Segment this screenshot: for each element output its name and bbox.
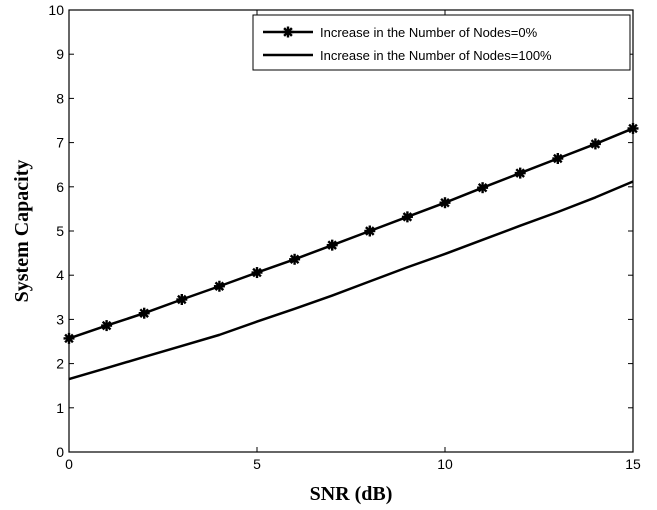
y-tick-label: 8 [56, 90, 64, 106]
data-point-star [364, 225, 376, 237]
tick-labels: 0 5 10 15 0 1 2 3 4 5 6 7 8 9 10 [48, 2, 641, 472]
data-point-star [589, 138, 601, 150]
x-tick-label: 15 [625, 456, 641, 472]
y-axis-title: System Capacity [11, 160, 33, 303]
data-point-star [552, 153, 564, 165]
legend-star [282, 26, 294, 38]
data-point-star [477, 182, 489, 194]
y-tick-label: 1 [56, 400, 64, 416]
legend-label-nodes-100pct: Increase in the Number of Nodes=100% [320, 48, 552, 63]
data-point-star [213, 280, 225, 292]
y-tick-label: 6 [56, 179, 64, 195]
y-tick-label: 7 [56, 135, 64, 151]
plot-background [69, 10, 633, 452]
series-line-0 [68, 127, 634, 340]
series-0 [63, 122, 639, 344]
y-tick-label: 5 [56, 223, 64, 239]
x-axis-title: SNR (dB) [310, 483, 393, 505]
legend-entry-nodes-100pct: Increase in the Number of Nodes=100% [263, 48, 552, 63]
legend-entry-nodes-0pct: Increase in the Number of Nodes=0% [263, 25, 538, 40]
legend-box [252, 14, 631, 71]
data-point-star [138, 307, 150, 319]
data-series [63, 122, 639, 381]
legend: Increase in the Number of Nodes=0% Incre… [252, 14, 631, 71]
data-point-star [627, 122, 639, 134]
data-point-star [63, 332, 75, 344]
data-point-star [401, 211, 413, 223]
y-tick-label: 9 [56, 46, 64, 62]
y-tick-label: 3 [56, 311, 64, 327]
data-point-star [514, 167, 526, 179]
data-point-star [176, 294, 188, 306]
plot-axes [68, 9, 634, 453]
legend-marker-star-icon [282, 26, 294, 38]
x-tick-label: 0 [65, 456, 73, 472]
data-point-star [251, 267, 263, 279]
x-tick-label: 10 [437, 456, 453, 472]
data-point-star [326, 239, 338, 251]
series-line-1 [68, 180, 634, 381]
data-point-star [439, 197, 451, 209]
y-tick-label: 4 [56, 267, 64, 283]
series-1 [68, 180, 634, 381]
y-tick-label: 10 [48, 2, 64, 18]
x-tick-label: 5 [253, 456, 261, 472]
data-point-star [101, 320, 113, 332]
y-tick-label: 2 [56, 356, 64, 372]
data-point-star [289, 253, 301, 265]
legend-label-nodes-0pct: Increase in the Number of Nodes=0% [320, 25, 538, 40]
y-tick-label: 0 [56, 444, 64, 460]
